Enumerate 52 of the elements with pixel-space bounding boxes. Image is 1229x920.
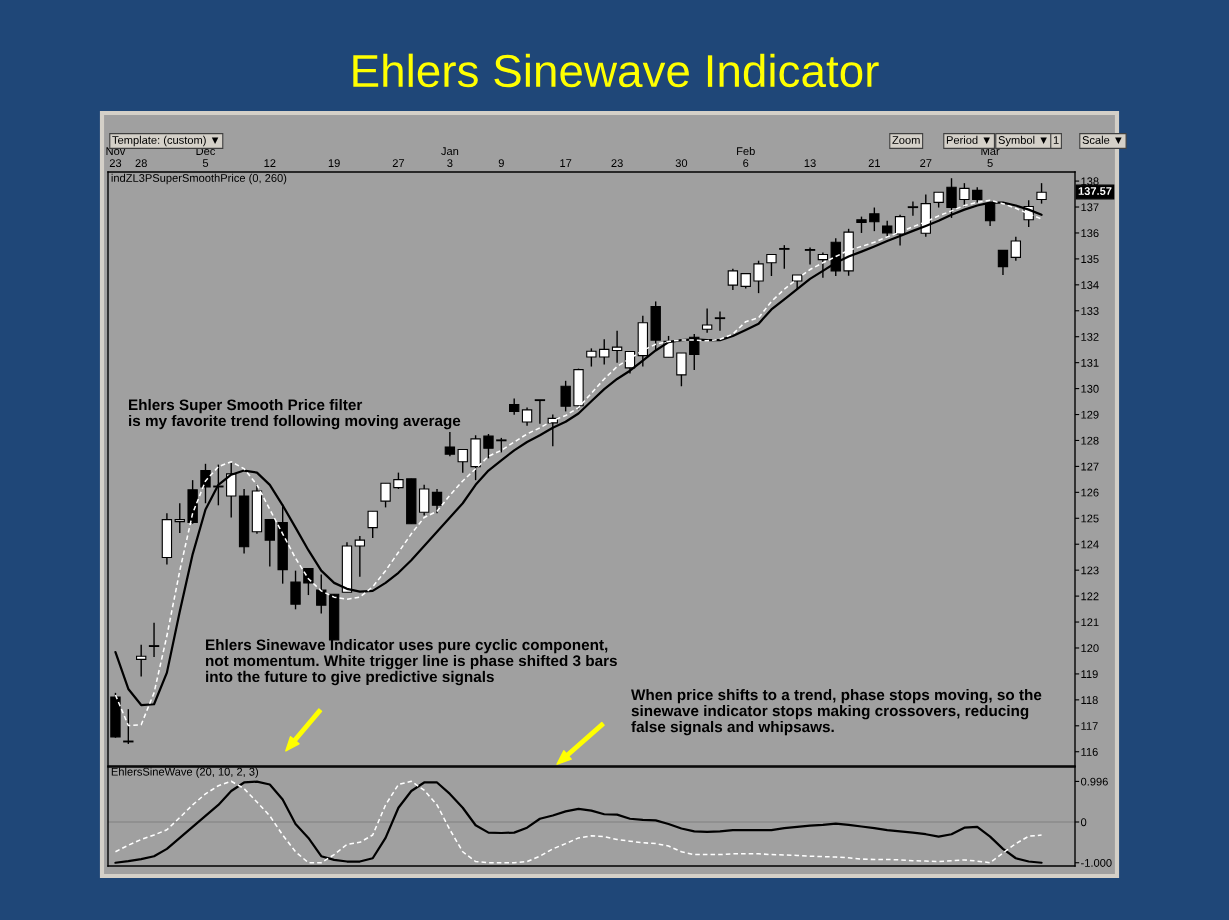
y-tick-label: 134 (1081, 281, 1099, 289)
y-tick-label: 125 (1081, 514, 1099, 523)
x-tick-label: 12 (264, 159, 276, 167)
y-tick-label: 121 (1081, 618, 1099, 627)
x-tick-label: Jan 3 (441, 147, 459, 168)
text: Template: (custom) ▼ (112, 135, 219, 147)
text: Scale ▼ (1082, 135, 1122, 145)
y-tick-label: 135 (1081, 255, 1099, 264)
y-tick-label: 138 (1081, 177, 1099, 186)
x-tick-label: 21 (868, 159, 880, 167)
y-tick-label: 131 (1081, 358, 1099, 367)
annotation: Ehlers Sinewave Indicator uses pure cyclic component, not momentum. White trigger line is phase shifted 3 bars into the future to give predictive signals (206, 639, 617, 686)
y-tick-label: 124 (1081, 540, 1099, 549)
x-tick-label: 28 (135, 159, 147, 168)
y-tick-label: 119 (1081, 670, 1098, 679)
y-tick-label: 130 (1081, 384, 1099, 393)
x-tick-label: 9 (498, 159, 504, 168)
annotation: When price shifts to a trend, phase stops moving, so the sinewave indicator stops making crossovers, reducing false signals and whipsaws. (631, 689, 1042, 736)
x-tick-label: 17 (560, 159, 572, 167)
chart-title: EhlersSineWave (20, 10, 2, 3) (111, 767, 259, 778)
y-tick-label: 117 (1081, 722, 1098, 730)
text: Period ▼ (946, 135, 990, 145)
text: Symbol ▼ (998, 135, 1047, 147)
x-tick-label: 27 (392, 159, 405, 167)
y-tick-label: 123 (1081, 566, 1099, 575)
y-tick-label: 129 (1081, 410, 1099, 419)
y-tick-label: 137 (1081, 203, 1099, 212)
annotation: Ehlers Super Smooth Price filter is my favorite trend following moving average (129, 399, 461, 430)
y-tick-label: 118 (1081, 696, 1098, 704)
y-tick-label: -1.000 (1081, 859, 1112, 867)
x-tick-label: 23 (611, 159, 623, 168)
y-tick-label: 0 (1080, 818, 1087, 827)
y-tick-label: 120 (1081, 644, 1099, 653)
text: 137.57 (1078, 187, 1112, 195)
y-tick-label: 128 (1081, 436, 1099, 445)
y-tick-label: 132 (1081, 332, 1099, 341)
y-tick-label: 126 (1081, 488, 1099, 497)
y-tick-label: 116 (1081, 748, 1098, 756)
x-tick-label: 27 (920, 159, 932, 167)
chart-title: Ehlers Sinewave Indicator (353, 53, 879, 88)
x-tick-label: Feb 6 (737, 146, 755, 168)
x-tick-label: 13 (804, 159, 816, 168)
text: Zoom (892, 136, 920, 144)
y-tick-label: 133 (1081, 307, 1099, 315)
chart-subtitle: indZL3PSuperSmoothPrice (0, 260) (111, 173, 287, 185)
text: 1 (1053, 136, 1059, 144)
y-tick-label: 127 (1081, 462, 1099, 471)
x-tick-label: 30 (675, 159, 688, 168)
y-tick-label: 0.996 (1080, 777, 1108, 786)
y-tick-label: 136 (1081, 229, 1099, 238)
y-tick-label: 122 (1081, 592, 1099, 601)
x-tick-label: 19 (328, 159, 340, 168)
